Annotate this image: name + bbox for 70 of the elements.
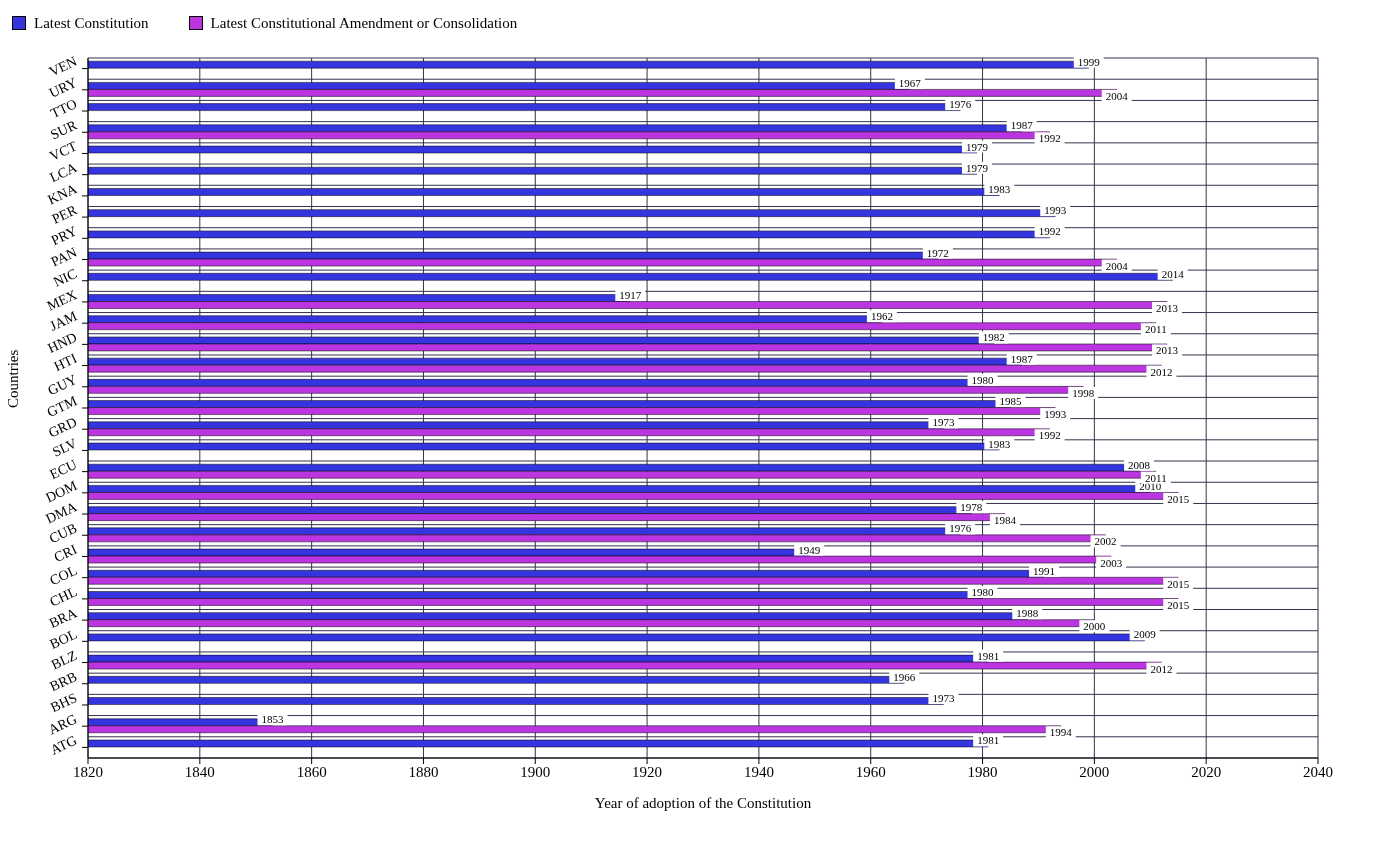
data-label: 2015 (1167, 598, 1190, 611)
data-label: 1976 (949, 98, 972, 111)
data-label: 1978 (960, 501, 983, 514)
x-tick-label: 1960 (855, 763, 886, 780)
data-label: 2012 (1150, 662, 1173, 675)
data-label: 2004 (1105, 89, 1129, 102)
data-label: 2015 (1167, 492, 1190, 505)
data-label: 2012 (1150, 365, 1173, 378)
x-tick-label: 1860 (296, 763, 327, 780)
x-tick-label: 1900 (520, 763, 551, 780)
data-label: 2011 (1145, 323, 1167, 336)
data-label: 1992 (1038, 225, 1061, 238)
data-label: 1992 (1038, 132, 1061, 145)
data-label: 1983 (988, 437, 1011, 450)
x-tick-label: 2040 (1303, 763, 1333, 780)
data-label: 1981 (977, 649, 1000, 662)
data-label: 1991 (1033, 564, 1056, 577)
data-label: 1983 (988, 182, 1011, 195)
data-label: 1979 (965, 140, 989, 153)
data-label: 2000 (1083, 620, 1106, 633)
data-label: 1980 (971, 585, 995, 598)
data-label: 2015 (1167, 577, 1190, 590)
data-label: 2011 (1145, 471, 1167, 484)
data-label: 2009 (1133, 628, 1157, 641)
data-label: 1966 (893, 670, 916, 683)
data-label: 1987 (1010, 119, 1034, 132)
data-label: 1980 (971, 373, 995, 386)
data-label: 1999 (1077, 55, 1101, 68)
data-label: 2003 (1100, 556, 1123, 569)
data-label: 2008 (1128, 458, 1151, 471)
data-label: 1988 (1016, 607, 1039, 620)
data-label: 1987 (1010, 352, 1034, 365)
x-axis-title: Year of adoption of the Constitution (594, 795, 812, 811)
data-label: 2013 (1156, 344, 1179, 357)
data-label: 2002 (1094, 535, 1117, 548)
data-label: 1993 (1044, 408, 1067, 421)
data-label: 1972 (926, 246, 949, 259)
data-label: 1981 (977, 734, 1000, 747)
data-label: 1993 (1044, 204, 1067, 217)
data-label: 1982 (982, 331, 1005, 344)
legend-label: Latest Constitutional Amendment or Consolidation (210, 14, 518, 32)
x-tick-label: 1820 (73, 763, 103, 780)
data-label: 1976 (949, 522, 972, 535)
x-tick-label: 1980 (967, 763, 998, 780)
data-label: 1949 (798, 543, 821, 556)
data-label: 2004 (1105, 259, 1129, 272)
data-label: 1998 (1072, 386, 1095, 399)
data-label: 2014 (1161, 267, 1185, 280)
y-axis-title: Countries (5, 349, 22, 408)
legend-label: Latest Constitution (34, 14, 149, 32)
x-tick-label: 2020 (1191, 763, 1222, 780)
x-tick-label: 1920 (632, 763, 663, 780)
x-tick-label: 1880 (408, 763, 439, 780)
data-label: 1984 (993, 514, 1017, 527)
data-label: 1967 (898, 76, 922, 89)
y-tick-label: PAN (48, 244, 80, 270)
x-tick-label: 1940 (743, 763, 774, 780)
data-label: 1985 (999, 395, 1022, 408)
data-label: 1917 (619, 289, 642, 302)
data-label: 1853 (261, 713, 284, 726)
data-label: 1994 (1049, 726, 1073, 739)
x-tick-label: 2000 (1079, 763, 1110, 780)
data-label: 2013 (1156, 302, 1179, 315)
data-label: 1979 (965, 161, 989, 174)
data-label: 1973 (932, 692, 955, 705)
data-label: 1973 (932, 416, 955, 429)
data-label: 1962 (870, 310, 893, 323)
data-label: 1992 (1038, 429, 1061, 442)
x-tick-label: 1840 (184, 763, 215, 780)
y-tick-label: BHS (48, 690, 80, 716)
